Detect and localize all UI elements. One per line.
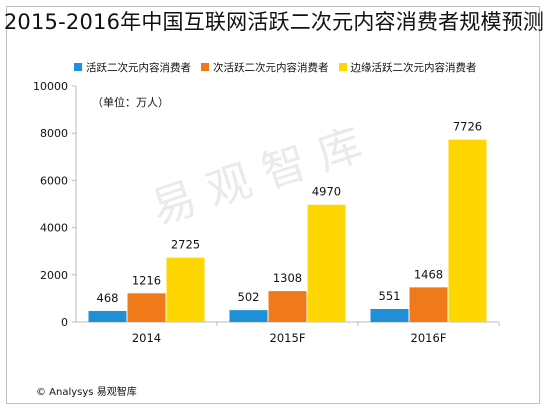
y-tick-label-2000: 2000 xyxy=(40,269,68,282)
legend-swatch-semi-active xyxy=(201,63,209,71)
bar-2014-series-0 xyxy=(88,310,127,322)
bar-2015F-series-0 xyxy=(229,310,268,322)
x-tick-label-2015F: 2015F xyxy=(270,331,306,345)
data-label-2016F-series-2: 7726 xyxy=(453,120,482,134)
bar-2015F-series-2 xyxy=(307,204,346,322)
bar-2014-series-2 xyxy=(166,257,205,322)
bar-2016F-series-2 xyxy=(448,139,487,322)
legend-swatch-active xyxy=(74,63,82,71)
legend-swatch-edge-active xyxy=(338,63,347,71)
unit-label: （单位：万人） xyxy=(92,96,169,109)
data-label-2016F-series-1: 1468 xyxy=(414,267,443,281)
data-label-2015F-series-2: 4970 xyxy=(312,185,341,199)
y-tick-label-8000: 8000 xyxy=(40,127,68,140)
bar-2016F-series-1 xyxy=(409,287,448,322)
legend-item-semi-active: 次活跃二次元内容消费者 xyxy=(201,60,329,75)
legend-item-edge-active: 边缘活跃二次元内容消费者 xyxy=(338,60,477,75)
y-tick-label-6000: 6000 xyxy=(40,174,68,187)
legend: 活跃二次元内容消费者 次活跃二次元内容消费者 边缘活跃二次元内容消费者 xyxy=(74,59,487,75)
legend-item-active: 活跃二次元内容消费者 xyxy=(74,60,191,75)
x-tick-label-2014: 2014 xyxy=(132,331,161,345)
legend-label-edge-active: 边缘活跃二次元内容消费者 xyxy=(350,61,477,74)
y-tick-label-4000: 4000 xyxy=(40,222,68,235)
data-label-2016F-series-0: 551 xyxy=(379,289,401,303)
bar-2014-series-1 xyxy=(127,293,166,322)
y-tick-label-0: 0 xyxy=(61,316,68,329)
source-footer: © Analysys 易观智库 xyxy=(36,387,137,398)
bar-2016F-series-0 xyxy=(370,308,409,322)
legend-label-semi-active: 次活跃二次元内容消费者 xyxy=(213,61,329,74)
bar-2015F-series-1 xyxy=(268,291,307,322)
legend-label-active: 活跃二次元内容消费者 xyxy=(86,61,191,74)
data-label-2014-series-1: 1216 xyxy=(132,273,161,287)
chart-title: 2015-2016年中国互联网活跃二次元内容消费者规模预测 xyxy=(3,10,545,34)
y-tick-label-10000: 10000 xyxy=(33,80,68,93)
data-label-2015F-series-0: 502 xyxy=(238,290,260,304)
data-label-2014-series-0: 468 xyxy=(97,291,119,305)
x-tick-label-2016F: 2016F xyxy=(411,331,447,345)
data-label-2014-series-2: 2725 xyxy=(171,238,200,252)
data-label-2015F-series-1: 1308 xyxy=(273,271,302,285)
